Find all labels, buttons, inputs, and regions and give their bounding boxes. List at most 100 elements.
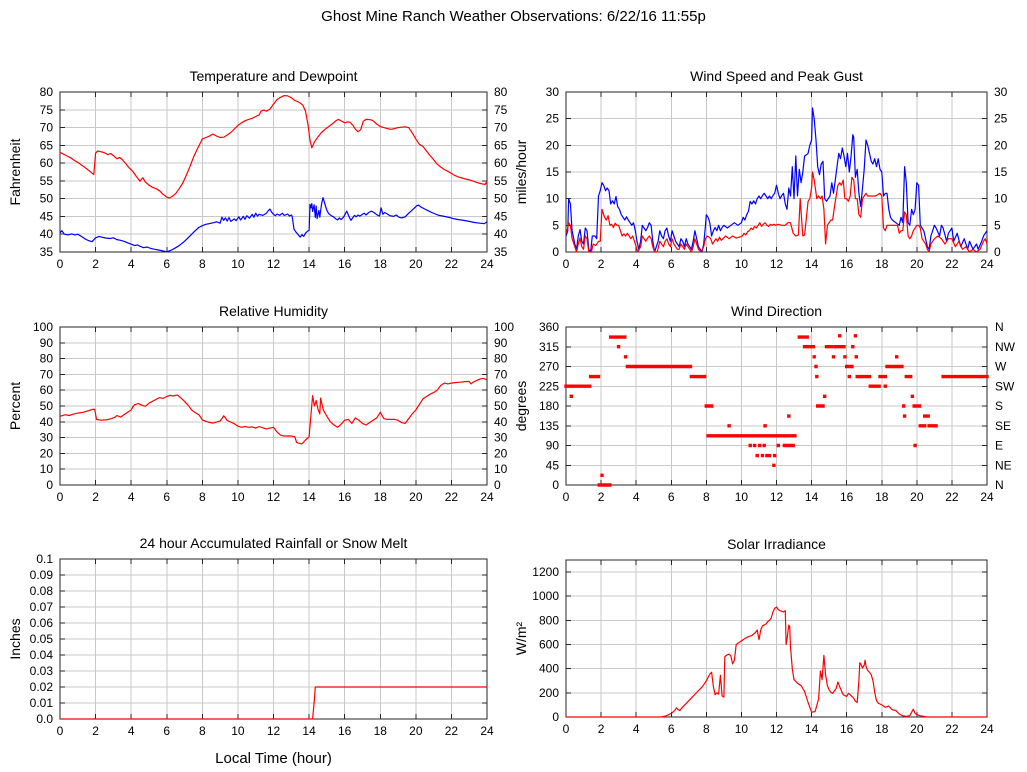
x-tick-label: 4 bbox=[128, 724, 135, 738]
y-tick-label: 0.0 bbox=[36, 712, 53, 726]
x-tick-label: 8 bbox=[703, 257, 710, 271]
right-tick-label: 60 bbox=[494, 383, 508, 397]
x-tick-label: 24 bbox=[480, 724, 494, 738]
right-tick-label: 45 bbox=[494, 209, 508, 223]
y-tick-label: 50 bbox=[40, 399, 54, 413]
right-tick-label: 15 bbox=[994, 165, 1008, 179]
series-solar_irradiance bbox=[566, 606, 987, 718]
wind-direction-chart: 0 2 4 6 8 10 12 14 16 18 20 22 24 0 45 90 135 180 225 270 31… bbox=[506, 293, 1027, 533]
y-tick-label: 315 bbox=[539, 340, 559, 354]
x-tick-label: 16 bbox=[840, 490, 854, 504]
x-tick-label: 2 bbox=[598, 722, 605, 736]
right-tick-label: NW bbox=[995, 340, 1016, 354]
x-tick-label: 2 bbox=[92, 490, 99, 504]
right-tick-label: 20 bbox=[994, 138, 1008, 152]
y-tick-label: 20 bbox=[546, 138, 560, 152]
chart-title: Wind Direction bbox=[731, 303, 822, 319]
y-tick-label: 15 bbox=[546, 165, 560, 179]
series-dewpoint bbox=[59, 197, 488, 253]
y-tick-label: 70 bbox=[40, 121, 54, 135]
right-tick-label: 70 bbox=[494, 367, 508, 381]
y-tick-label: 10 bbox=[40, 462, 54, 476]
right-tick-label: 60 bbox=[494, 156, 508, 170]
gridlines bbox=[59, 326, 488, 486]
right-tick-label: W bbox=[995, 360, 1007, 374]
right-tick-label: 80 bbox=[494, 352, 508, 366]
y-tick-label: 1200 bbox=[532, 565, 559, 579]
y-tick-label: 5 bbox=[552, 218, 559, 232]
y-tick-label: 0 bbox=[46, 478, 53, 492]
y-tick-label: 800 bbox=[539, 613, 559, 627]
x-tick-label: 0 bbox=[563, 722, 570, 736]
y-tick-label: 90 bbox=[546, 439, 560, 453]
right-tick-label: 30 bbox=[494, 431, 508, 445]
x-tick-label: 18 bbox=[875, 490, 889, 504]
x-tick-label: 14 bbox=[302, 724, 316, 738]
x-tick-label: 16 bbox=[338, 257, 352, 271]
series-peak_gust bbox=[565, 107, 988, 253]
x-tick-label: 12 bbox=[267, 724, 281, 738]
x-tick-label: 20 bbox=[910, 722, 924, 736]
x-tick-label: 22 bbox=[445, 257, 459, 271]
chart-title: Wind Speed and Peak Gust bbox=[690, 68, 863, 84]
y-tick-label: 0.07 bbox=[30, 600, 54, 614]
x-tick-label: 6 bbox=[668, 257, 675, 271]
x-tick-label: 14 bbox=[302, 257, 316, 271]
right-tick-label: 25 bbox=[994, 112, 1008, 126]
y-tick-label: 360 bbox=[539, 320, 559, 334]
right-tick-label: 90 bbox=[494, 336, 508, 350]
right-tick-label: 100 bbox=[494, 320, 514, 334]
series-wind_speed bbox=[565, 171, 988, 253]
x-tick-label: 0 bbox=[57, 257, 64, 271]
y-tick-label: 50 bbox=[40, 192, 54, 206]
y-tick-label: 0 bbox=[552, 245, 559, 259]
x-tick-label: 6 bbox=[163, 490, 170, 504]
x-tick-label: 18 bbox=[875, 257, 889, 271]
rainfall-plot: 0 2 4 6 8 10 12 14 16 18 20 22 240.00.010.020.030.04… bbox=[7, 535, 494, 767]
x-tick-label: 18 bbox=[875, 722, 889, 736]
y-tick-label: 25 bbox=[546, 112, 560, 126]
y-tick-label: 0.06 bbox=[30, 616, 54, 630]
right-tick-label: N bbox=[995, 320, 1004, 334]
x-tick-label: 14 bbox=[805, 722, 819, 736]
x-axis-label: Local Time (hour) bbox=[215, 750, 332, 767]
x-tick-label: 4 bbox=[633, 257, 640, 271]
y-tick-label: 75 bbox=[40, 103, 54, 117]
y-tick-label: 60 bbox=[40, 383, 54, 397]
right-tick-label: 10 bbox=[494, 462, 508, 476]
y-tick-label: 0.02 bbox=[30, 680, 54, 694]
x-tick-label: 20 bbox=[409, 490, 423, 504]
x-tick-label: 0 bbox=[57, 490, 64, 504]
right-tick-label: 80 bbox=[494, 85, 508, 99]
solar-irradiance-chart: 0 2 4 6 8 10 12 14 16 18 20 22 24 0 200 400 600 800 1000 12… bbox=[506, 525, 1027, 772]
relative-humidity-plot: 0 2 4 6 8 10 12 14 16 18 20 22 240102030405060708090… bbox=[7, 303, 514, 504]
wind-direction-plot: 0 2 4 6 8 10 12 14 16 18 20 22 240459013518022527031… bbox=[513, 303, 1016, 504]
gridlines bbox=[59, 558, 488, 720]
series-relative_humidity bbox=[59, 377, 488, 445]
y-tick-label: 30 bbox=[40, 431, 54, 445]
right-tick-label: N bbox=[995, 478, 1004, 492]
y-tick-label: 0.04 bbox=[30, 648, 54, 662]
x-tick-label: 18 bbox=[374, 490, 388, 504]
x-tick-label: 20 bbox=[409, 724, 423, 738]
x-tick-label: 18 bbox=[374, 724, 388, 738]
right-tick-label: 55 bbox=[494, 174, 508, 188]
y-axis-label: degrees bbox=[513, 381, 529, 432]
y-tick-label: 0.1 bbox=[36, 552, 53, 566]
y-tick-label: 80 bbox=[40, 85, 54, 99]
y-tick-label: 0.08 bbox=[30, 584, 54, 598]
x-tick-label: 10 bbox=[735, 722, 749, 736]
x-tick-label: 6 bbox=[163, 257, 170, 271]
y-tick-label: 35 bbox=[40, 245, 54, 259]
tick-marks bbox=[565, 91, 988, 253]
y-tick-label: 45 bbox=[546, 458, 560, 472]
x-tick-label: 24 bbox=[980, 257, 994, 271]
y-axis-label: Inches bbox=[7, 618, 23, 659]
x-tick-label: 16 bbox=[338, 724, 352, 738]
x-tick-label: 12 bbox=[267, 257, 281, 271]
x-tick-label: 10 bbox=[735, 257, 749, 271]
right-tick-label: 20 bbox=[494, 446, 508, 460]
tick-marks bbox=[565, 326, 988, 486]
y-tick-label: 0.05 bbox=[30, 632, 54, 646]
